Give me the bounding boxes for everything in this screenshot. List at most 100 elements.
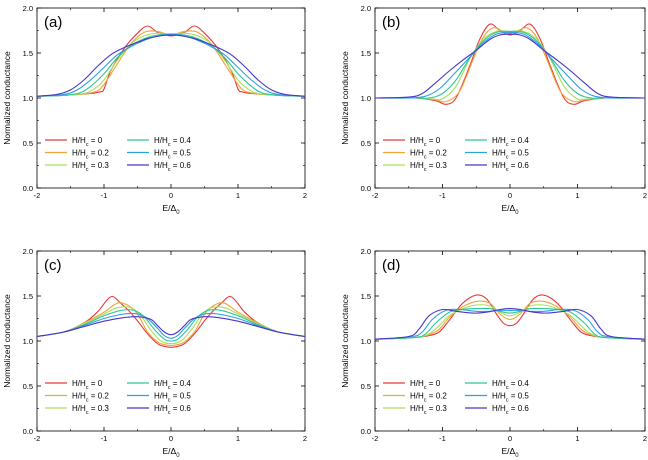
- legend-label-1: H/Hc = 0: [72, 136, 103, 148]
- x-tick-label: -2: [34, 434, 41, 443]
- legend-label-3: H/Hc = 0.3: [410, 404, 447, 416]
- x-tick-label: -1: [439, 191, 446, 200]
- legend-label-5: H/Hc = 0.5: [154, 392, 191, 404]
- x-axis-label: E/Δ0: [501, 203, 519, 216]
- legend-label-3: H/Hc = 0.3: [72, 404, 109, 416]
- legend-label-1: H/Hc = 0: [410, 379, 441, 391]
- x-axis-label: E/Δ0: [162, 446, 180, 459]
- panel-label: (a): [44, 14, 62, 31]
- chart-panel-4: -2 -1 0 1 2 0.0 0.5 1.0 1.5 2.0 E/Δ0 Normalized con…: [340, 247, 647, 459]
- y-tick-label: 2.0: [23, 247, 33, 256]
- series-line-5: [37, 312, 305, 339]
- series-line-2: [37, 302, 305, 347]
- series-line-1: [37, 25, 305, 97]
- y-tick-label: 0.5: [23, 382, 33, 391]
- y-tick-label: 1.5: [361, 49, 371, 58]
- legend-label-5: H/Hc = 0.5: [154, 149, 191, 161]
- legend-label-5: H/Hc = 0.5: [492, 392, 529, 404]
- x-tick-label: 2: [303, 434, 307, 443]
- y-tick-label: 1.0: [23, 337, 33, 346]
- series-line-6: [375, 33, 645, 99]
- x-tick-label: 0: [508, 191, 512, 200]
- y-tick-label: 1.5: [361, 292, 371, 301]
- legend-label-6: H/Hc = 0.6: [154, 404, 191, 416]
- series-line-3: [37, 306, 305, 345]
- series-line-5: [375, 308, 645, 340]
- series-line-4: [37, 33, 305, 97]
- chart-panel-1: -2 -1 0 1 2 0.0 0.5 1.0 1.5 2.0 E/Δ0 Normalized con…: [2, 4, 307, 216]
- legend-label-5: H/Hc = 0.5: [492, 149, 529, 161]
- x-tick-label: -2: [372, 191, 379, 200]
- chart-panel-3: -2 -1 0 1 2 0.0 0.5 1.0 1.5 2.0 E/Δ0 Normalized con…: [2, 247, 307, 459]
- panel-label: (d): [382, 257, 400, 274]
- legend-label-3: H/Hc = 0.3: [410, 161, 447, 173]
- x-tick-label: -1: [101, 434, 108, 443]
- x-tick-label: 0: [508, 434, 512, 443]
- y-axis-label: Normalized conductance: [340, 294, 350, 388]
- series-line-6: [375, 308, 645, 340]
- legend-label-2: H/Hc = 0.2: [410, 149, 447, 161]
- legend-label-6: H/Hc = 0.6: [492, 404, 529, 416]
- series-line-5: [375, 31, 645, 99]
- legend-label-4: H/Hc = 0.4: [154, 379, 191, 391]
- series-line-5: [37, 33, 305, 97]
- legend-label-4: H/Hc = 0.4: [492, 379, 529, 391]
- panel-label: (c): [44, 257, 62, 274]
- y-axis-label: Normalized conductance: [2, 51, 12, 145]
- legend-label-6: H/Hc = 0.6: [154, 161, 191, 173]
- legend-label-2: H/Hc = 0.2: [72, 149, 109, 161]
- y-tick-label: 1.5: [23, 292, 33, 301]
- x-tick-label: -1: [101, 191, 108, 200]
- x-tick-label: 2: [643, 191, 647, 200]
- series-line-3: [37, 32, 305, 97]
- series-line-2: [37, 30, 305, 97]
- series-line-1: [375, 294, 645, 340]
- y-tick-label: 1.0: [361, 94, 371, 103]
- chart-panel-2: -2 -1 0 1 2 0.0 0.5 1.0 1.5 2.0 E/Δ0 Normalized con…: [340, 4, 647, 216]
- series-line-3: [375, 304, 645, 340]
- series-line-4: [375, 30, 645, 99]
- y-tick-label: 0.0: [361, 427, 371, 436]
- y-tick-label: 0.0: [361, 184, 371, 193]
- y-tick-label: 2.0: [361, 247, 371, 256]
- series-line-3: [375, 30, 645, 101]
- y-tick-label: 1.0: [23, 94, 33, 103]
- legend-label-2: H/Hc = 0.2: [72, 392, 109, 404]
- x-tick-label: -1: [439, 434, 446, 443]
- x-tick-label: 0: [169, 191, 173, 200]
- y-axis-label: Normalized conductance: [340, 51, 350, 145]
- x-tick-label: 1: [236, 191, 240, 200]
- legend-label-4: H/Hc = 0.4: [492, 136, 529, 148]
- series-line-2: [375, 27, 645, 103]
- y-tick-label: 2.0: [23, 4, 33, 13]
- y-axis-label: Normalized conductance: [2, 294, 12, 388]
- y-tick-label: 0.5: [361, 139, 371, 148]
- x-tick-label: 0: [169, 434, 173, 443]
- series-line-6: [37, 34, 305, 97]
- panel-label: (b): [382, 14, 400, 31]
- y-tick-label: 0.0: [23, 427, 33, 436]
- series-line-1: [37, 296, 305, 348]
- y-tick-label: 0.5: [361, 382, 371, 391]
- legend-label-6: H/Hc = 0.6: [492, 161, 529, 173]
- x-axis-label: E/Δ0: [501, 446, 519, 459]
- y-tick-label: 0.0: [23, 184, 33, 193]
- legend-label-2: H/Hc = 0.2: [410, 392, 447, 404]
- legend-label-1: H/Hc = 0: [410, 136, 441, 148]
- x-tick-label: 2: [643, 434, 647, 443]
- x-tick-label: -2: [372, 434, 379, 443]
- x-axis-label: E/Δ0: [162, 203, 180, 216]
- legend-label-1: H/Hc = 0: [72, 379, 103, 391]
- x-tick-label: 1: [575, 434, 579, 443]
- series-line-1: [375, 23, 645, 105]
- y-tick-label: 2.0: [361, 4, 371, 13]
- y-tick-label: 1.0: [361, 337, 371, 346]
- y-tick-label: 0.5: [23, 139, 33, 148]
- legend-label-3: H/Hc = 0.3: [72, 161, 109, 173]
- x-tick-label: 2: [303, 191, 307, 200]
- y-tick-label: 1.5: [23, 49, 33, 58]
- x-tick-label: -2: [34, 191, 41, 200]
- x-tick-label: 1: [236, 434, 240, 443]
- legend-label-4: H/Hc = 0.4: [154, 136, 191, 148]
